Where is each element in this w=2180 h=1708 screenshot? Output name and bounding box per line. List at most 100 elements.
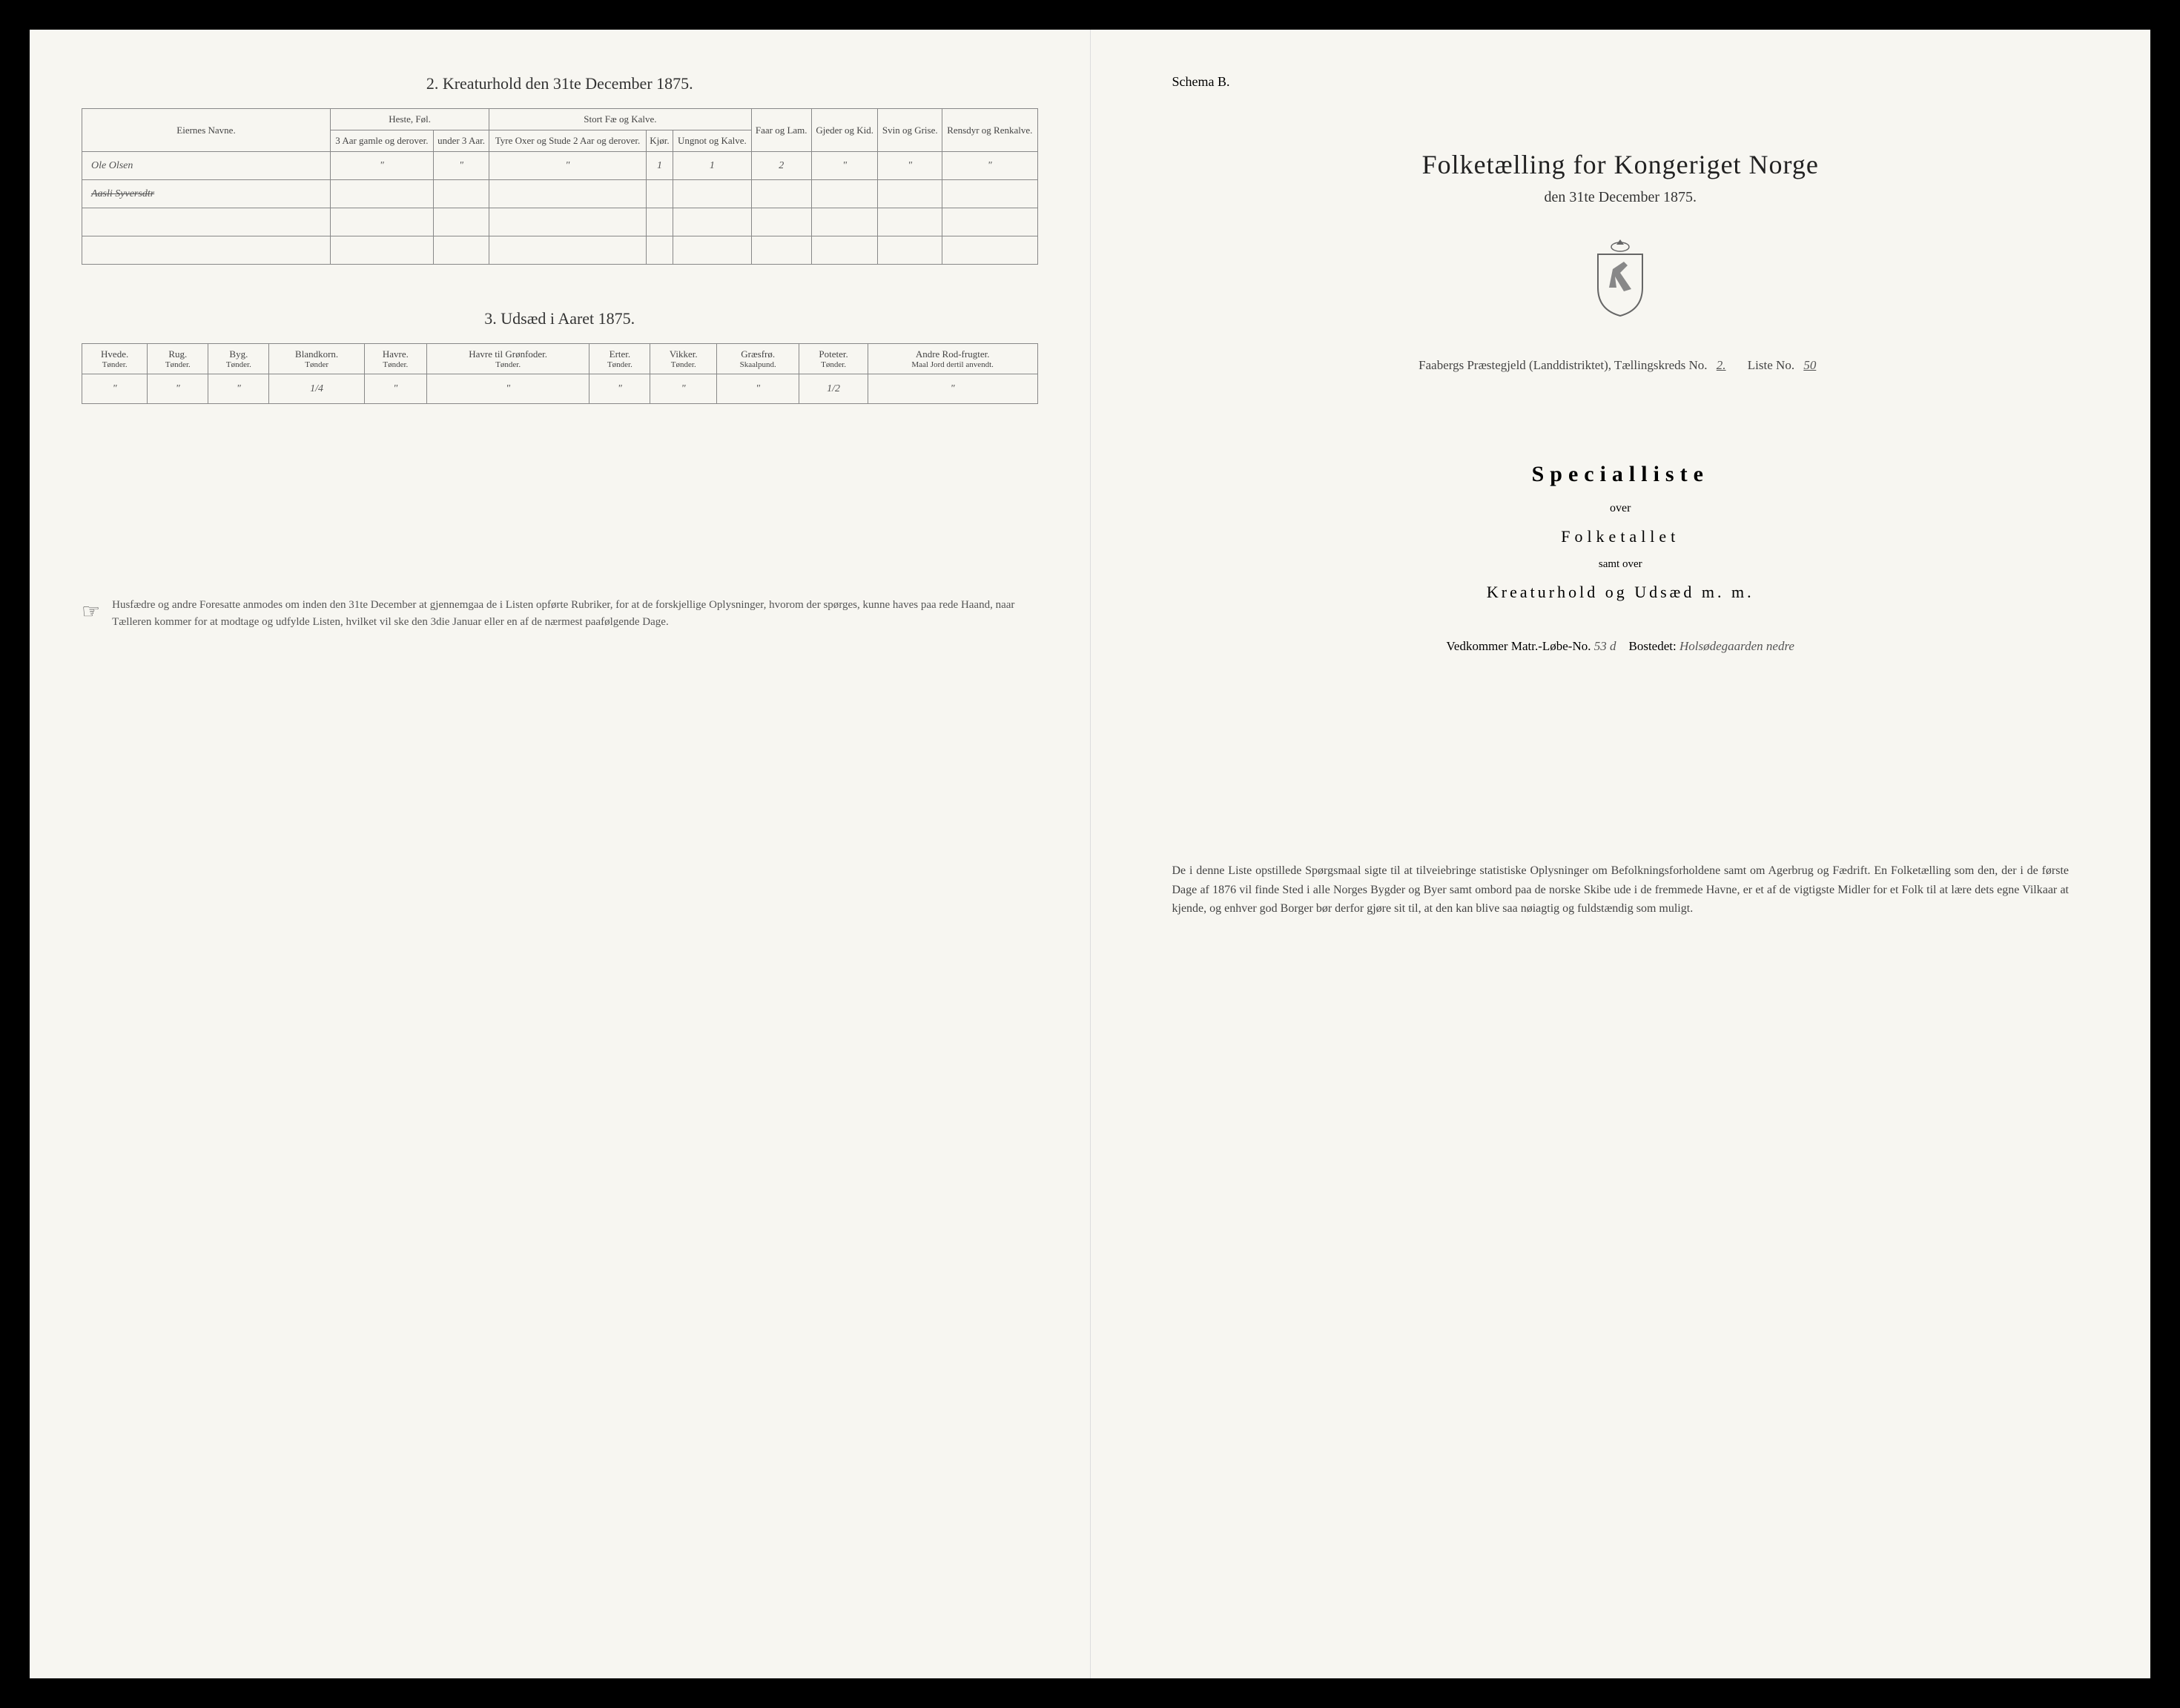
col-cattle-1: Tyre Oxer og Stude 2 Aar og derover. — [489, 130, 646, 152]
pointing-hand-icon: ☞ — [82, 597, 100, 630]
vedkommer-line: Vedkommer Matr.-Løbe-No. 53 d Bostedet: … — [1143, 639, 2099, 654]
value-cell — [811, 236, 878, 265]
value-cell — [331, 208, 434, 236]
value-cell — [811, 180, 878, 208]
district-line: Faabergs Præstegjeld (Landdistriktet), T… — [1143, 358, 2099, 373]
col-horses: Heste, Føl. — [331, 109, 489, 130]
value-cell — [433, 208, 489, 236]
owner-cell: Aasli Syversdtr — [82, 180, 331, 208]
value-cell: " — [426, 374, 589, 404]
footer-note: ☞ Husfædre og andre Foresatte anmodes om… — [82, 597, 1038, 630]
value-cell — [673, 180, 751, 208]
col-pigs: Svin og Grise. — [878, 109, 942, 152]
table3-header: Andre Rod-frugter.Maal Jord dertil anven… — [868, 344, 1037, 374]
value-cell: 1/4 — [269, 374, 364, 404]
table3-header: Blandkorn.Tønder — [269, 344, 364, 374]
schema-label: Schema B. — [1172, 74, 2099, 90]
value-cell — [331, 236, 434, 265]
value-cell: " — [650, 374, 717, 404]
value-cell — [751, 180, 811, 208]
col-cattle-2: Kjør. — [646, 130, 673, 152]
folketallet-heading: Folketallet — [1143, 527, 2099, 546]
value-cell: " — [811, 152, 878, 180]
footer-note-text: Husfædre og andre Foresatte anmodes om i… — [112, 597, 1037, 630]
district-prefix: Faabergs Præstegjeld (Landdistriktet), T… — [1418, 358, 1707, 372]
table3-header: Havre.Tønder. — [364, 344, 426, 374]
value-cell: " — [489, 152, 646, 180]
main-subtitle: den 31te December 1875. — [1143, 189, 2099, 206]
value-cell: " — [868, 374, 1037, 404]
value-cell: " — [208, 374, 269, 404]
value-cell — [646, 208, 673, 236]
bottom-paragraph: De i denne Liste opstillede Spørgsmaal s… — [1143, 861, 2099, 918]
value-cell: " — [331, 152, 434, 180]
liste-label: Liste No. — [1748, 358, 1794, 372]
value-cell — [331, 180, 434, 208]
value-cell: 2 — [751, 152, 811, 180]
samt-over-label: samt over — [1143, 558, 2099, 571]
value-cell — [751, 208, 811, 236]
value-cell: 1 — [646, 152, 673, 180]
table-row — [82, 236, 1038, 265]
bostedet-label: Bostedet: — [1628, 639, 1676, 653]
owner-cell: Ole Olsen — [82, 152, 331, 180]
kreatur-heading: Kreaturhold og Udsæd m. m. — [1143, 583, 2099, 602]
district-no: 2. — [1711, 358, 1732, 372]
col-cattle-3: Ungnot og Kalve. — [673, 130, 751, 152]
value-cell — [878, 236, 942, 265]
value-cell: " — [82, 374, 148, 404]
value-cell — [489, 180, 646, 208]
value-cell: " — [717, 374, 799, 404]
specialliste-heading: Specialliste — [1143, 462, 2099, 487]
liste-no: 50 — [1797, 358, 1822, 372]
owner-cell — [82, 208, 331, 236]
udsaed-table: Hvede.Tønder.Rug.Tønder.Byg.Tønder.Bland… — [82, 343, 1038, 404]
value-cell — [942, 180, 1037, 208]
value-cell — [878, 180, 942, 208]
value-cell — [811, 208, 878, 236]
table3-header: Hvede.Tønder. — [82, 344, 148, 374]
value-cell: " — [589, 374, 650, 404]
vedkommer-prefix: Vedkommer Matr.-Løbe-No. — [1447, 639, 1591, 653]
value-cell — [433, 180, 489, 208]
table3-header: Rug.Tønder. — [148, 344, 208, 374]
table3-header: Havre til Grønfoder.Tønder. — [426, 344, 589, 374]
col-owner: Eiernes Navne. — [82, 109, 331, 152]
section3-title: 3. Udsæd i Aaret 1875. — [82, 309, 1038, 328]
value-cell — [751, 236, 811, 265]
table-row: Ole Olsen"""112""" — [82, 152, 1038, 180]
value-cell — [489, 236, 646, 265]
value-cell: 1/2 — [799, 374, 868, 404]
col-horses-2: under 3 Aar. — [433, 130, 489, 152]
matr-no: 53 d — [1594, 639, 1616, 653]
table3-header: Vikker.Tønder. — [650, 344, 717, 374]
value-cell: " — [148, 374, 208, 404]
col-horses-1: 3 Aar gamle og derover. — [331, 130, 434, 152]
value-cell — [646, 180, 673, 208]
bostedet-value: Holsødegaarden nedre — [1679, 639, 1794, 653]
table-row: Aasli Syversdtr — [82, 180, 1038, 208]
document-spread: 2. Kreaturhold den 31te December 1875. E… — [30, 30, 2150, 1678]
left-page: 2. Kreaturhold den 31te December 1875. E… — [30, 30, 1091, 1678]
section2-title: 2. Kreaturhold den 31te December 1875. — [82, 74, 1038, 93]
table3-header: Poteter.Tønder. — [799, 344, 868, 374]
value-cell — [942, 208, 1037, 236]
coat-of-arms-icon — [1143, 236, 2099, 321]
value-cell — [646, 236, 673, 265]
value-cell: " — [364, 374, 426, 404]
value-cell: 1 — [673, 152, 751, 180]
value-cell: " — [878, 152, 942, 180]
over-label: over — [1143, 502, 2099, 515]
value-cell — [673, 236, 751, 265]
col-goats: Gjeder og Kid. — [811, 109, 878, 152]
col-sheep: Faar og Lam. — [751, 109, 811, 152]
col-cattle: Stort Fæ og Kalve. — [489, 109, 751, 130]
value-cell — [673, 208, 751, 236]
value-cell — [942, 236, 1037, 265]
value-cell — [433, 236, 489, 265]
col-reindeer: Rensdyr og Renkalve. — [942, 109, 1037, 152]
value-cell — [489, 208, 646, 236]
kreaturhold-table: Eiernes Navne. Heste, Føl. Stort Fæ og K… — [82, 108, 1038, 265]
main-title: Folketælling for Kongeriget Norge — [1143, 149, 2099, 180]
table-row — [82, 208, 1038, 236]
